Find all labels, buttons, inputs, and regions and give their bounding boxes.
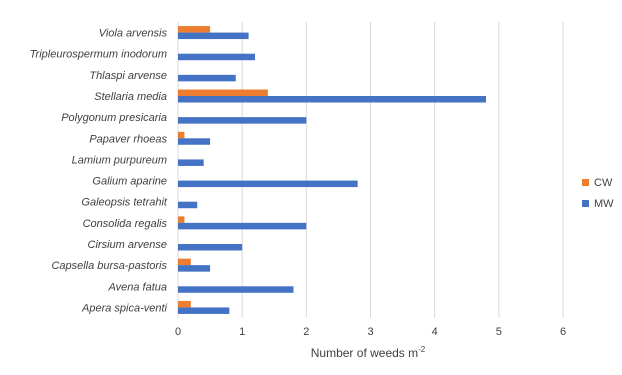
category-label: Galium aparine [92,176,167,188]
bar-mw [178,74,236,82]
category-label: Galeopsis tetrahit [81,197,168,209]
bars-group [178,26,486,314]
x-tick-label: 6 [560,326,566,338]
x-axis-title-superscript: -2 [418,345,426,354]
bar-mw [178,244,243,251]
x-tick-label: 3 [367,326,373,338]
x-tick-labels: 0 1 2 3 4 5 6 [175,326,566,338]
bar-mw [178,138,211,145]
x-axis-title: Number of weeds m-2 [311,345,426,360]
category-label: Viola arvensis [99,28,168,40]
bar-mw [178,286,294,293]
x-axis-title-text: Number of weeds m [311,346,418,360]
bar-mw [178,32,249,40]
x-tick-label: 5 [496,326,502,338]
category-label: Tripleurospermum inodorum [30,49,167,61]
bar-mw [178,201,198,209]
category-label: Apera spica-venti [81,302,168,314]
bar-mw [178,53,255,61]
category-label: Lamium purpureum [72,154,167,166]
bar-mw [178,117,307,124]
bar-mw [178,96,486,103]
category-label: Polygonum presicaria [61,112,167,124]
category-label: Papaver rhoeas [89,133,167,145]
x-tick-label: 2 [303,326,309,338]
legend-swatch-cw [582,179,589,186]
bar-cw [178,131,185,139]
category-labels: Viola arvensis Tripleurospermum inodorum T… [30,28,168,315]
category-label: Stellaria media [94,91,167,103]
bar-mw [178,222,307,230]
legend: CW MW [582,177,614,210]
x-tick-label: 4 [432,326,438,338]
category-label: Consolida regalis [83,218,168,230]
bar-cw [178,258,191,266]
legend-label-mw: MW [594,198,614,210]
bar-mw [178,307,230,314]
bar-cw [178,300,191,308]
category-label: Cirsium arvense [88,239,167,251]
legend-label-cw: CW [594,177,613,189]
x-tick-label: 0 [175,326,181,338]
bar-cw [178,216,185,223]
bar-cw [178,26,211,33]
category-label: Thlaspi arvense [89,70,167,82]
bar-cw [178,89,268,96]
category-label: Avena fatua [107,281,167,293]
bar-mw [178,180,358,188]
bar-mw [178,159,204,166]
category-label: Capsella bursa-pastoris [51,260,167,272]
legend-swatch-mw [582,200,589,207]
x-tick-label: 1 [239,326,245,338]
bar-mw [178,265,211,272]
gridlines [177,22,564,318]
